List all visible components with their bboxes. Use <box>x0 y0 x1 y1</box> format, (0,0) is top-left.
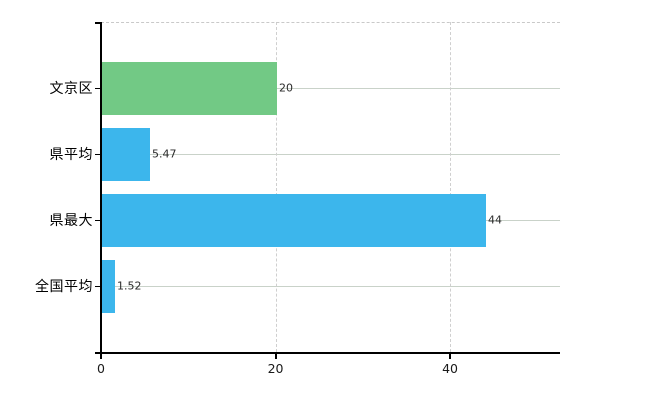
value-label: 5.47 <box>152 147 177 161</box>
gridline-v <box>450 22 452 352</box>
value-label: 44 <box>488 213 502 227</box>
x-axis-tick <box>449 354 452 359</box>
category-label: 県最大 <box>49 213 93 229</box>
gridline-h <box>101 154 560 155</box>
x-tick-label: 0 <box>97 361 105 376</box>
y-axis-top-tick <box>95 22 101 24</box>
value-label: 1.52 <box>117 279 142 293</box>
bar <box>102 61 277 115</box>
bar <box>102 259 115 313</box>
category-label: 文京区 <box>49 81 93 97</box>
x-axis-tick <box>274 354 277 359</box>
x-tick-label: 40 <box>442 361 458 376</box>
x-tick-label: 20 <box>267 361 284 376</box>
bar <box>102 127 150 181</box>
y-axis-tick <box>95 286 101 287</box>
value-label: 20 <box>279 81 293 95</box>
x-axis <box>95 352 560 354</box>
y-axis <box>100 22 102 358</box>
plot-top-border <box>101 22 560 23</box>
category-label: 全国平均 <box>35 279 93 295</box>
y-axis-tick <box>95 154 101 155</box>
category-label: 県平均 <box>49 147 93 163</box>
gridline-h <box>101 286 560 287</box>
gridline-v <box>275 22 277 352</box>
y-axis-tick <box>95 220 101 221</box>
y-axis-tick <box>95 88 101 89</box>
bar <box>102 193 486 247</box>
gridline-h <box>101 88 560 89</box>
x-axis-tick <box>100 354 102 359</box>
